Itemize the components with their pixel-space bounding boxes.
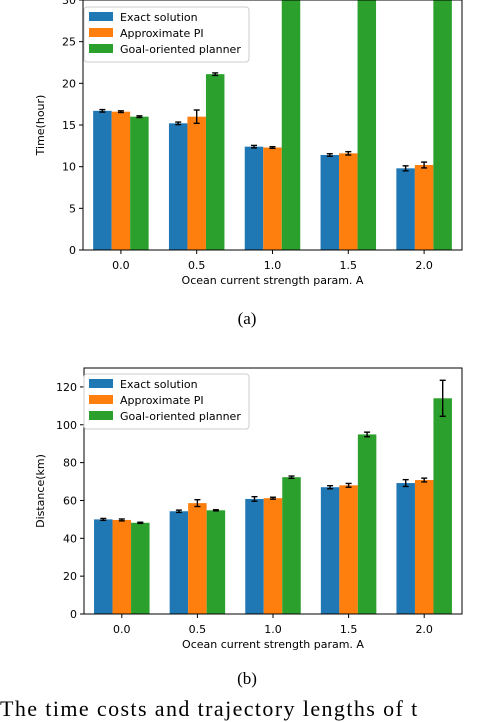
bar-approx-3 (339, 153, 358, 250)
bar-exact-1 (169, 511, 189, 614)
legend-box (83, 6, 250, 63)
bar-goal-2 (282, 477, 301, 614)
x-tick-label: 1.0 (264, 623, 282, 636)
y-tick-label: 5 (69, 202, 76, 215)
x-tick-label: 1.5 (340, 259, 358, 272)
legend-swatch (89, 411, 113, 420)
x-tick-label: 0.5 (189, 623, 207, 636)
y-tick-label: 0 (70, 608, 77, 621)
bar-goal-4 (433, 398, 452, 614)
bar-approx-0 (112, 519, 132, 614)
y-tick-label: 100 (56, 419, 77, 432)
bar-exact-3 (320, 155, 340, 250)
x-tick-label: 0.0 (112, 259, 130, 272)
bar-exact-0 (94, 519, 113, 614)
bar-goal-4 (433, 0, 452, 250)
y-tick-label: 60 (63, 494, 77, 507)
legend-entry: Approximate PI (120, 394, 204, 407)
bar-approx-3 (339, 485, 358, 614)
bar-approx-2 (263, 147, 282, 250)
bar-approx-2 (263, 498, 283, 614)
y-tick-label: 40 (63, 532, 77, 545)
legend-swatch (89, 395, 113, 404)
bar-exact-1 (168, 123, 188, 250)
legend-swatch (89, 12, 113, 21)
y-tick-label: 30 (62, 0, 76, 7)
x-tick-label: 1.5 (340, 623, 358, 636)
legend-entry: Goal-oriented planner (120, 43, 241, 56)
bar-exact-2 (244, 146, 264, 250)
legend-box (83, 373, 250, 430)
y-tick-label: 25 (62, 36, 76, 49)
x-tick-label: 2.0 (415, 259, 433, 272)
bar-goal-0 (130, 116, 149, 251)
bar-exact-4 (396, 168, 415, 250)
legend-swatch (89, 379, 113, 388)
x-tick-label: 0.0 (113, 623, 131, 636)
legend-entry: Exact solution (120, 11, 198, 24)
y-tick-label: 120 (56, 381, 77, 394)
y-tick-label: 0 (69, 244, 76, 257)
bar-exact-0 (93, 110, 112, 250)
caption-a: (a) (237, 309, 257, 328)
bar-approx-4 (414, 165, 434, 250)
legend-entry: Goal-oriented planner (120, 410, 241, 423)
bar-approx-1 (187, 116, 206, 251)
bar-goal-3 (357, 0, 377, 250)
y-tick-label: 10 (62, 161, 76, 174)
bar-goal-1 (205, 74, 225, 251)
bar-approx-4 (414, 480, 434, 614)
y-tick-label: 15 (62, 119, 76, 132)
bar-exact-3 (320, 487, 340, 614)
bar-approx-1 (188, 503, 207, 614)
x-tick-label: 0.5 (188, 259, 206, 272)
bar-exact-2 (245, 498, 264, 614)
x-axis-label: Ocean current strength param. A (182, 274, 364, 287)
bar-goal-1 (206, 510, 226, 614)
caption-b: (b) (237, 669, 257, 688)
body-text-line: The time costs and trajectory lengths of… (0, 696, 419, 721)
y-axis-label: Distance(km) (34, 454, 47, 528)
legend-swatch (89, 28, 113, 37)
bar-approx-0 (111, 111, 131, 251)
x-tick-label: 2.0 (415, 623, 433, 636)
x-tick-label: 1.0 (264, 259, 282, 272)
bar-goal-0 (131, 522, 150, 614)
y-tick-label: 20 (62, 77, 76, 90)
y-tick-label: 20 (63, 570, 77, 583)
distance-chart: 0 20 40 60 80 100 120 0.0 0.5 1.0 1.5 2.0 Ocean curr… (34, 367, 463, 651)
bar-goal-3 (357, 434, 377, 614)
legend-swatch (89, 44, 113, 53)
bar-goal-2 (281, 0, 301, 250)
legend-entry: Approximate PI (120, 27, 204, 40)
time-chart: 0 5 10 15 20 25 30 0.0 0.5 1.0 1.5 2.0 Ocean current… (34, 0, 463, 287)
bar-exact-4 (396, 483, 415, 614)
y-axis-label: Time(hour) (34, 95, 47, 157)
legend-entry: Exact solution (120, 378, 198, 391)
x-axis-label: Ocean current strength param. A (182, 638, 364, 651)
y-tick-label: 80 (63, 457, 77, 470)
